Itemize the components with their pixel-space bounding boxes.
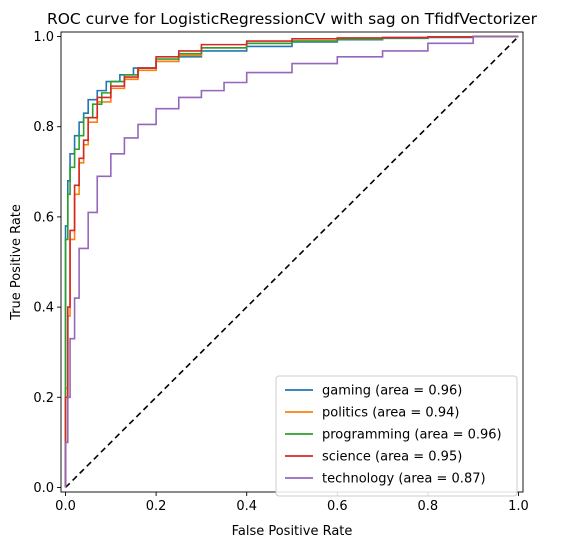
y-tick-label: 0.4	[33, 301, 54, 316]
y-tick-label: 0.2	[33, 391, 54, 406]
y-tick-label: 0.0	[33, 481, 54, 496]
series-line-programming	[64, 35, 519, 488]
y-tick-label: 0.8	[33, 120, 54, 135]
y-tick-label: 0.6	[33, 210, 54, 225]
legend-label: gaming (area = 0.96)	[322, 384, 462, 399]
x-axis-label: False Positive Rate	[232, 524, 353, 539]
legend-label: science (area = 0.95)	[322, 450, 462, 465]
legend-label: programming (area = 0.96)	[322, 428, 502, 443]
x-tick-label: 0.8	[418, 499, 439, 514]
x-tick-label: 0.0	[55, 499, 76, 514]
y-axis-label: True Positive Rate	[9, 204, 24, 321]
x-tick-label: 1.0	[508, 499, 529, 514]
diagonal-reference-line	[64, 35, 520, 489]
x-tick-label: 0.2	[146, 499, 167, 514]
legend-label: politics (area = 0.94)	[322, 406, 459, 421]
x-tick-label: 0.4	[236, 499, 257, 514]
chart-title: ROC curve for LogisticRegressionCV with …	[47, 10, 538, 28]
x-tick-label: 0.6	[327, 499, 348, 514]
series-line-science	[64, 35, 519, 488]
series-line-technology	[64, 35, 519, 488]
legend-label: technology (area = 0.87)	[322, 472, 486, 487]
legend-box	[275, 375, 518, 497]
y-tick-label: 1.0	[33, 30, 54, 45]
legend: gaming (area = 0.96) politics (area = 0.9…	[275, 375, 518, 497]
